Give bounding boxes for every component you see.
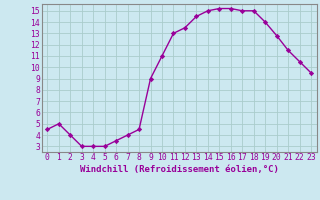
X-axis label: Windchill (Refroidissement éolien,°C): Windchill (Refroidissement éolien,°C) xyxy=(80,165,279,174)
